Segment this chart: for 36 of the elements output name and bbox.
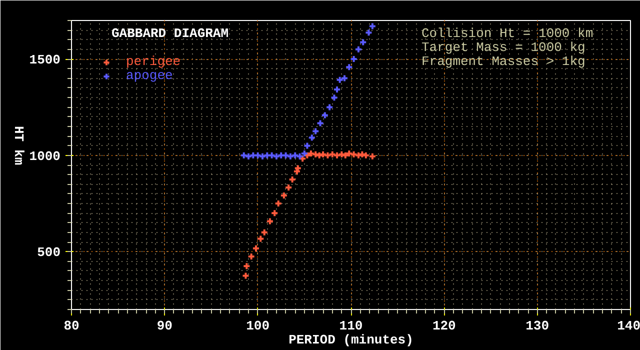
point	[320, 111, 329, 120]
point	[303, 142, 312, 150]
y-tick-label: 1000	[29, 148, 61, 164]
annotation: Target Mass = 1000 kg	[422, 40, 586, 55]
point	[316, 119, 324, 128]
annotation: Fragment Masses > 1kg	[422, 54, 586, 69]
x-tick-label: 110	[339, 318, 363, 334]
point	[359, 38, 368, 46]
point	[270, 209, 279, 218]
x-tick-label: 130	[526, 318, 550, 334]
point	[354, 151, 362, 160]
point	[345, 63, 354, 72]
legend-label: apogee	[126, 68, 173, 83]
y-axis-title: HT km	[10, 126, 26, 166]
point	[368, 152, 376, 160]
point	[240, 151, 248, 160]
point	[326, 103, 334, 112]
x-tick-label: 80	[64, 318, 80, 334]
x-tick-label: 100	[246, 318, 270, 334]
point	[242, 272, 250, 280]
point	[252, 244, 260, 252]
legend-label: perigee	[126, 54, 181, 69]
y-tick-label: 1500	[29, 52, 61, 68]
point	[350, 150, 358, 158]
x-tick-label: 90	[156, 318, 173, 334]
y-tick-label: 500	[37, 245, 61, 260]
x-axis-title: PERIOD (minutes)	[288, 332, 414, 348]
point	[354, 45, 362, 54]
point	[266, 217, 274, 226]
point	[319, 150, 328, 158]
point	[330, 94, 338, 102]
point	[242, 262, 251, 270]
annotation: Collision Ht = 1000 km	[422, 26, 594, 41]
x-tick-label: 120	[432, 318, 456, 334]
chart-title: GABBARD DIAGRAM	[112, 26, 229, 41]
x-tick-label: 140	[617, 318, 640, 334]
